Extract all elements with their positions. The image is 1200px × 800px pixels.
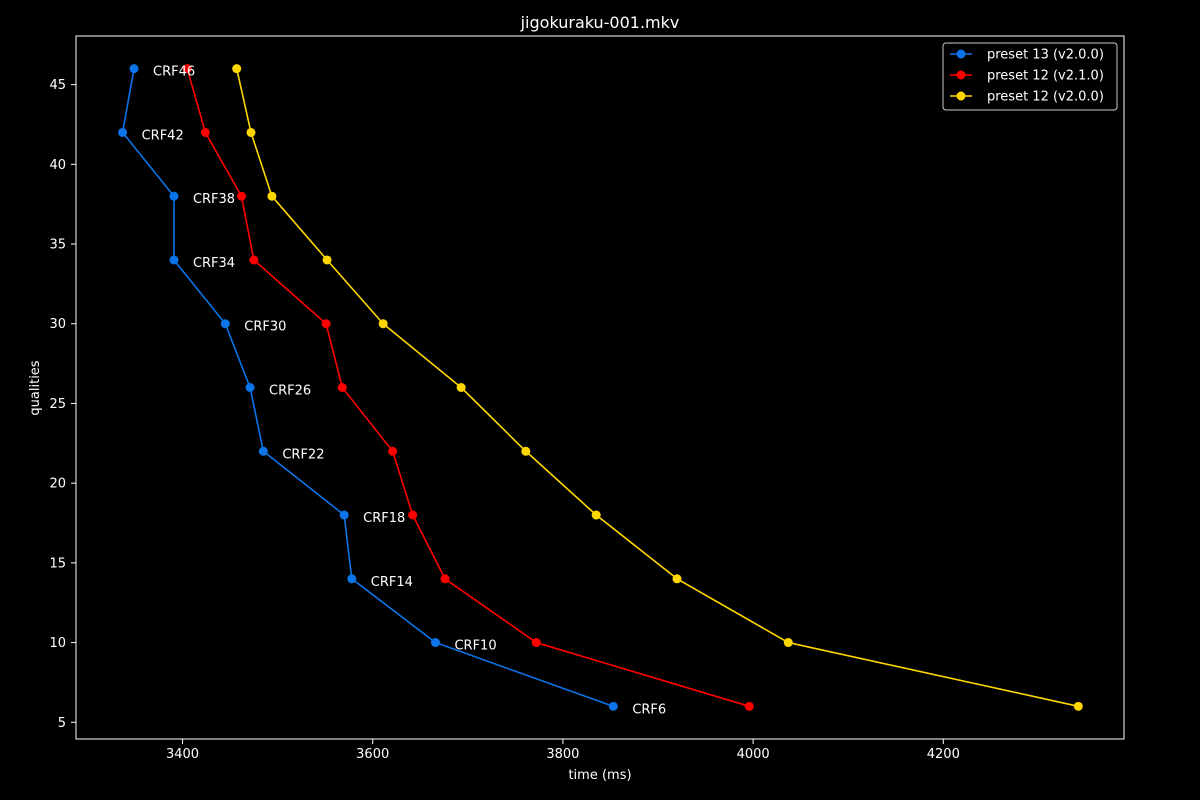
data-point xyxy=(408,510,418,520)
crf-annotation: CRF10 xyxy=(454,639,496,654)
data-point xyxy=(322,255,332,265)
crf-annotation: CRF34 xyxy=(193,256,235,271)
data-point xyxy=(388,446,398,456)
legend-item: preset 13 (v2.0.0) xyxy=(950,48,1104,63)
data-point xyxy=(440,574,450,584)
y-axis: 5 10 15 20 25 30 35 40 45 xyxy=(49,78,76,731)
legend: preset 13 (v2.0.0) preset 12 (v2.1.0) pres… xyxy=(942,42,1118,111)
data-point xyxy=(531,638,541,648)
legend-swatch-marker xyxy=(956,49,966,59)
data-point xyxy=(321,319,331,329)
data-point xyxy=(378,319,388,329)
data-point xyxy=(246,127,256,137)
crf-annotation: CRF42 xyxy=(142,128,184,143)
data-point xyxy=(267,191,277,201)
data-point xyxy=(744,701,754,711)
data-point xyxy=(169,191,179,201)
data-point xyxy=(672,574,682,584)
data-point xyxy=(249,255,259,265)
data-point xyxy=(783,638,793,648)
legend-label: preset 13 (v2.0.0) xyxy=(987,48,1104,63)
x-tick-label: 3600 xyxy=(356,747,389,762)
crf-annotation: CRF46 xyxy=(153,65,195,80)
data-point xyxy=(608,701,618,711)
series xyxy=(232,64,1083,711)
y-tick-label: 10 xyxy=(49,636,66,651)
series xyxy=(118,64,618,711)
data-point xyxy=(129,64,139,74)
y-tick-label: 5 xyxy=(58,716,66,731)
data-point xyxy=(430,638,440,648)
series-layer xyxy=(118,64,1083,711)
data-point xyxy=(232,64,242,74)
annotation-layer: CRF46 CRF42 CRF38 CRF34 CRF30 CRF26 CRF22 CRF18… xyxy=(142,65,667,718)
series-line xyxy=(121,68,614,708)
y-tick-label: 25 xyxy=(49,397,66,412)
y-tick-label: 35 xyxy=(49,238,66,253)
data-point xyxy=(220,319,230,329)
crf-annotation: CRF30 xyxy=(244,320,286,335)
crf-annotation: CRF6 xyxy=(632,702,666,717)
data-point xyxy=(182,64,192,74)
data-point xyxy=(339,510,349,520)
legend-swatch-marker xyxy=(956,70,966,80)
x-tick-label: 3800 xyxy=(546,747,579,762)
data-point xyxy=(245,383,255,392)
legend-swatch-marker xyxy=(956,91,966,101)
data-point xyxy=(258,446,268,456)
x-tick-label: 4000 xyxy=(737,747,770,762)
crf-annotation: CRF38 xyxy=(193,192,235,207)
crf-annotation: CRF26 xyxy=(269,384,311,399)
legend-item: preset 12 (v2.1.0) xyxy=(950,69,1104,84)
data-point xyxy=(118,127,128,137)
legend-label: preset 12 (v2.0.0) xyxy=(987,90,1104,105)
y-tick-label: 15 xyxy=(49,556,66,571)
x-axis: 3400 3600 3800 4000 4200 xyxy=(166,739,960,762)
x-tick-label: 4200 xyxy=(927,747,960,762)
legend-box xyxy=(942,42,1118,111)
y-axis-label: qualities xyxy=(28,360,43,415)
data-point xyxy=(236,191,246,201)
data-point xyxy=(347,574,357,584)
series xyxy=(182,64,754,711)
data-point xyxy=(200,127,210,137)
crf-annotation: CRF14 xyxy=(371,575,413,590)
legend-item: preset 12 (v2.0.0) xyxy=(950,90,1104,105)
y-tick-label: 30 xyxy=(49,317,66,332)
crf-annotation: CRF18 xyxy=(363,511,405,526)
data-point xyxy=(169,255,179,265)
legend-label: preset 12 (v2.1.0) xyxy=(987,69,1104,84)
x-tick-label: 3400 xyxy=(166,747,199,762)
chart-title: jigokuraku-001.mkv xyxy=(520,13,680,32)
data-point xyxy=(337,383,347,392)
data-point xyxy=(456,383,466,392)
plot-area-frame xyxy=(75,35,1125,740)
data-point xyxy=(1073,701,1083,711)
y-tick-label: 20 xyxy=(49,477,66,492)
data-point xyxy=(521,446,531,456)
x-axis-label: time (ms) xyxy=(568,768,631,783)
data-point xyxy=(591,510,601,520)
crf-annotation: CRF22 xyxy=(282,447,324,462)
y-tick-label: 40 xyxy=(49,158,66,173)
series-line xyxy=(235,68,1079,708)
y-tick-label: 45 xyxy=(49,78,66,93)
